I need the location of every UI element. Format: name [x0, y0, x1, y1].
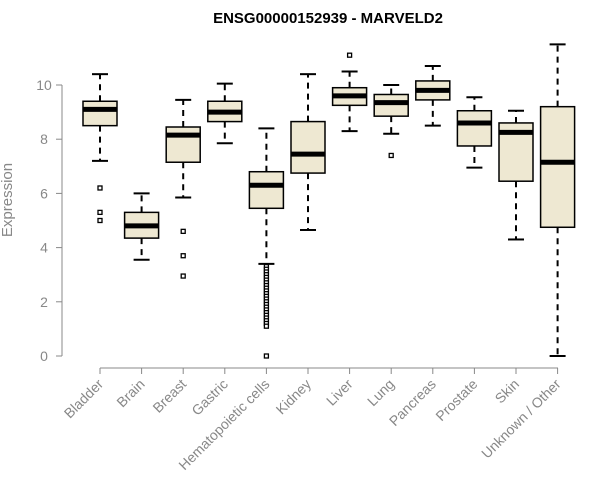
box-group — [331, 52, 368, 133]
box-group — [248, 127, 285, 359]
box-group — [415, 65, 451, 127]
outlier-point — [263, 323, 270, 329]
iqr-box — [539, 105, 576, 229]
outlier-point — [180, 253, 186, 259]
box-group — [82, 73, 118, 224]
outlier-point — [388, 152, 394, 159]
outlier-point — [97, 217, 103, 224]
box-group — [456, 96, 493, 169]
y-tick-label: 4 — [40, 240, 48, 256]
outlier-point — [180, 228, 186, 234]
iqr-box — [456, 109, 493, 147]
y-axis-label: Expression — [0, 163, 16, 237]
x-tick-label: Lung — [364, 376, 397, 409]
box-group — [498, 109, 534, 241]
boxes — [82, 43, 576, 359]
y-tick-label: 0 — [40, 348, 48, 364]
iqr-box — [165, 126, 201, 163]
box-group — [165, 98, 201, 279]
x-tick-label: Skin — [492, 376, 523, 407]
iqr-box — [290, 120, 326, 174]
outlier-point — [346, 52, 353, 58]
outlier-point — [97, 209, 103, 216]
x-tick-label: Prostate — [432, 376, 480, 424]
x-tick-label: Kidney — [273, 376, 315, 418]
iqr-box — [373, 93, 409, 117]
box-group — [123, 192, 160, 261]
box-group — [373, 84, 409, 159]
x-tick-label: Breast — [149, 376, 189, 416]
y-ticks: 0 2 4 6 8 10 — [36, 77, 62, 364]
iqr-box — [82, 100, 118, 127]
box-group — [539, 43, 576, 357]
y-tick-label: 10 — [36, 77, 52, 93]
y-tick-label: 8 — [40, 131, 48, 147]
box-group — [290, 73, 326, 231]
outlier-point — [180, 273, 186, 279]
x-tick-label: Liver — [323, 376, 356, 409]
outlier-point — [263, 353, 270, 359]
iqr-box — [248, 170, 285, 210]
box-group — [207, 82, 243, 145]
x-tick-label: Brain — [113, 376, 147, 410]
outlier-point — [97, 185, 103, 191]
y-tick-label: 6 — [40, 185, 48, 201]
chart-title: ENSG00000152939 - MARVELD2 — [213, 10, 443, 27]
y-tick-label: 2 — [40, 294, 48, 310]
x-tick-label: Bladder — [61, 376, 107, 422]
x-tick-label: Unknown / Other — [478, 376, 564, 462]
